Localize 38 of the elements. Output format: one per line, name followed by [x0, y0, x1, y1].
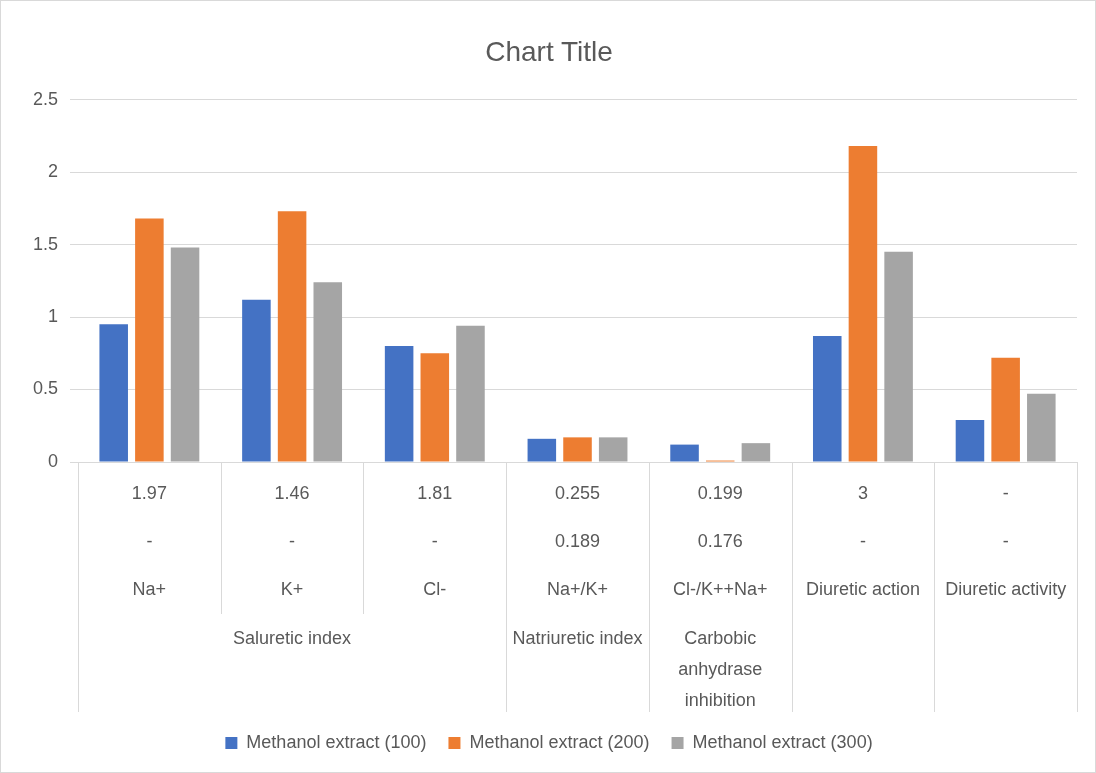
y-tick-label: 1.5: [32, 233, 59, 254]
bar: [99, 324, 128, 462]
y-tick-label: 2: [48, 161, 59, 182]
bar: [598, 437, 628, 462]
category-label: 0.255 0.189 Na+/K+ Natriuretic index: [512, 482, 643, 648]
y-tick-label: 0.5: [32, 378, 59, 399]
bar: [741, 443, 771, 462]
category-label: 1.97 - Na+: [131, 482, 167, 599]
legend-label: Methanol extract (300): [692, 731, 873, 752]
bar: [313, 282, 343, 462]
bar: [170, 247, 200, 462]
category-label: - - Diuretic activity: [945, 482, 1067, 599]
bar: [135, 218, 164, 462]
legend-label: Methanol extract (100): [246, 731, 427, 752]
category-label: 3 - Diuretic action: [805, 482, 920, 599]
bar: [563, 437, 592, 462]
legend-label: Methanol extract (200): [469, 731, 650, 752]
y-tick-label: 1: [48, 306, 59, 327]
bar: [456, 325, 485, 462]
bar: [242, 299, 271, 462]
bar: [277, 211, 307, 462]
bar: [884, 251, 913, 462]
chart-title: Chart Title: [485, 35, 613, 67]
bar: [384, 346, 414, 462]
bar: [812, 335, 842, 462]
bar: [670, 444, 699, 462]
bar: [955, 419, 985, 462]
y-tick-label: 2.5: [32, 88, 59, 109]
bar: [848, 145, 878, 462]
bar: [991, 357, 1020, 462]
category-label: 1.46 - K+: [274, 482, 310, 599]
bar: [1027, 393, 1056, 462]
category-label: 1.81 - Cl-: [417, 482, 453, 599]
text: Saluretic index: [233, 627, 352, 648]
y-tick-label: 0: [48, 450, 59, 471]
bar: [527, 438, 557, 462]
category-label: 0.199 0.176 Cl-/K++Na+ Carbobic anhydrase inhibition: [672, 482, 768, 710]
bar: [420, 353, 450, 462]
